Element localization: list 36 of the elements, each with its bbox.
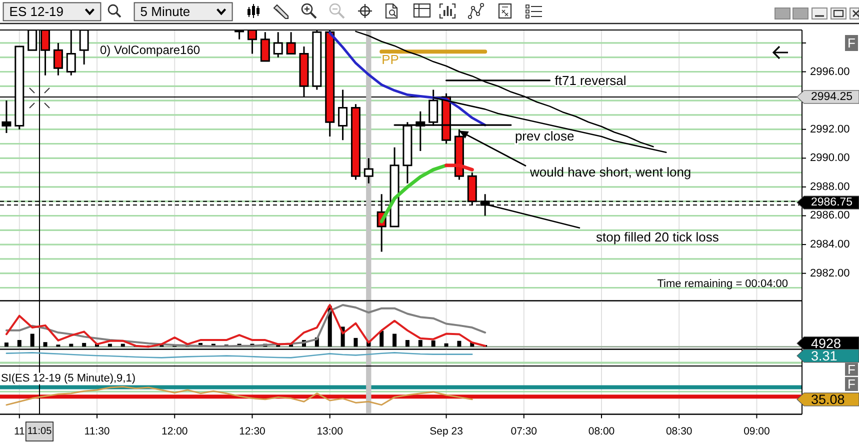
series-label: PP	[382, 52, 399, 68]
annotation: Time remaining = 00:04:00	[657, 278, 788, 290]
x-tick-label: 07:30	[510, 426, 538, 438]
y-tick-label: 2988.00	[810, 180, 850, 193]
text: 11:05	[27, 426, 52, 437]
y-tick-label: 2996.00	[810, 66, 850, 78]
text: 35.08	[811, 392, 845, 407]
series-label: prev close	[514, 128, 574, 144]
x-tick-label: 12:00	[161, 426, 188, 438]
ref-line-label: 2994.25	[811, 90, 853, 103]
annotation: would have short, went long	[529, 164, 692, 180]
y-tick-label: 2990.00	[810, 152, 850, 164]
x-tick-label: 09:00	[744, 426, 770, 438]
x-tick-label: 08:00	[588, 426, 615, 438]
text: F	[848, 36, 856, 50]
y-tick-label: 2982.00	[810, 267, 850, 280]
y-tick-label: 2992.00	[810, 123, 850, 136]
x-tick-label: 11:30	[84, 426, 110, 438]
series-label: ft71 reversal	[554, 72, 626, 88]
text: 3.31	[811, 348, 838, 364]
text: ES 12-19	[9, 4, 64, 20]
x-tick-label: 12:30	[239, 426, 266, 438]
ref-line-label: 2986.75	[811, 196, 853, 209]
annotation: stop filled 20 tick loss	[596, 230, 720, 244]
x-tick-label: 11	[14, 426, 26, 438]
x-tick-label: 08:30	[666, 426, 692, 438]
text: F	[848, 362, 856, 377]
y-tick-label: 2986.00	[810, 210, 850, 222]
text: 4928	[811, 336, 842, 351]
x-tick-label: 13:00	[316, 426, 344, 438]
text: F	[848, 376, 856, 392]
x-tick-label: Sep 23	[430, 426, 464, 438]
annotation: 0) VolCompare160	[100, 43, 200, 57]
text: 5 Minute	[140, 4, 190, 20]
text: SI(ES 12-19 (5 Minute),9,1)	[1, 372, 136, 384]
y-tick-label: 2984.00	[810, 238, 850, 251]
